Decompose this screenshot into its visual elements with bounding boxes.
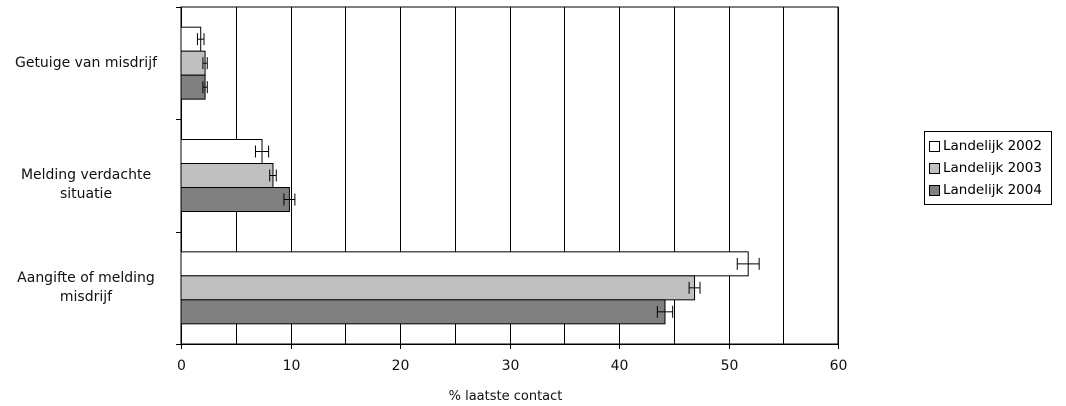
x-tick-label: 50 xyxy=(721,358,739,374)
bar xyxy=(180,139,263,164)
legend-label: Landelijk 2003 xyxy=(943,160,1042,176)
x-tick-label: 30 xyxy=(502,358,520,374)
legend-item: Landelijk 2002 xyxy=(929,135,1042,157)
legend-item: Landelijk 2004 xyxy=(929,179,1042,201)
category-label: Aangifte of melding misdrijf xyxy=(0,269,172,307)
bar xyxy=(180,50,206,76)
legend-swatch xyxy=(929,184,940,196)
category-label-line: Melding verdachte situatie xyxy=(20,167,152,202)
x-tick-label: 40 xyxy=(611,358,629,374)
x-tick-label: 20 xyxy=(392,358,410,374)
x-tick-label: 10 xyxy=(283,358,301,374)
bar xyxy=(180,163,274,188)
bar xyxy=(180,251,749,277)
category-label-line: Getuige van misdrijf xyxy=(14,54,158,71)
bar xyxy=(180,275,696,301)
bar xyxy=(180,299,666,325)
legend-swatch xyxy=(929,140,940,152)
category-label-line: misdrijf xyxy=(59,288,113,305)
bar xyxy=(180,187,290,212)
legend-swatch xyxy=(929,162,940,174)
legend-label: Landelijk 2002 xyxy=(943,138,1042,154)
category-label: Melding verdachte situatie xyxy=(0,166,172,204)
category-label: Getuige van misdrijf xyxy=(0,54,172,73)
bar xyxy=(180,74,206,100)
x-tick-label: 0 xyxy=(177,358,186,374)
legend: Landelijk 2002 Landelijk 2003 Landelijk 20… xyxy=(924,131,1052,205)
legend-item: Landelijk 2003 xyxy=(929,157,1042,179)
category-label-line: Aangifte of melding xyxy=(17,269,155,286)
x-axis-title: % laatste contact xyxy=(449,389,563,404)
legend-label: Landelijk 2004 xyxy=(943,182,1042,198)
x-tick-label: 60 xyxy=(830,358,848,374)
